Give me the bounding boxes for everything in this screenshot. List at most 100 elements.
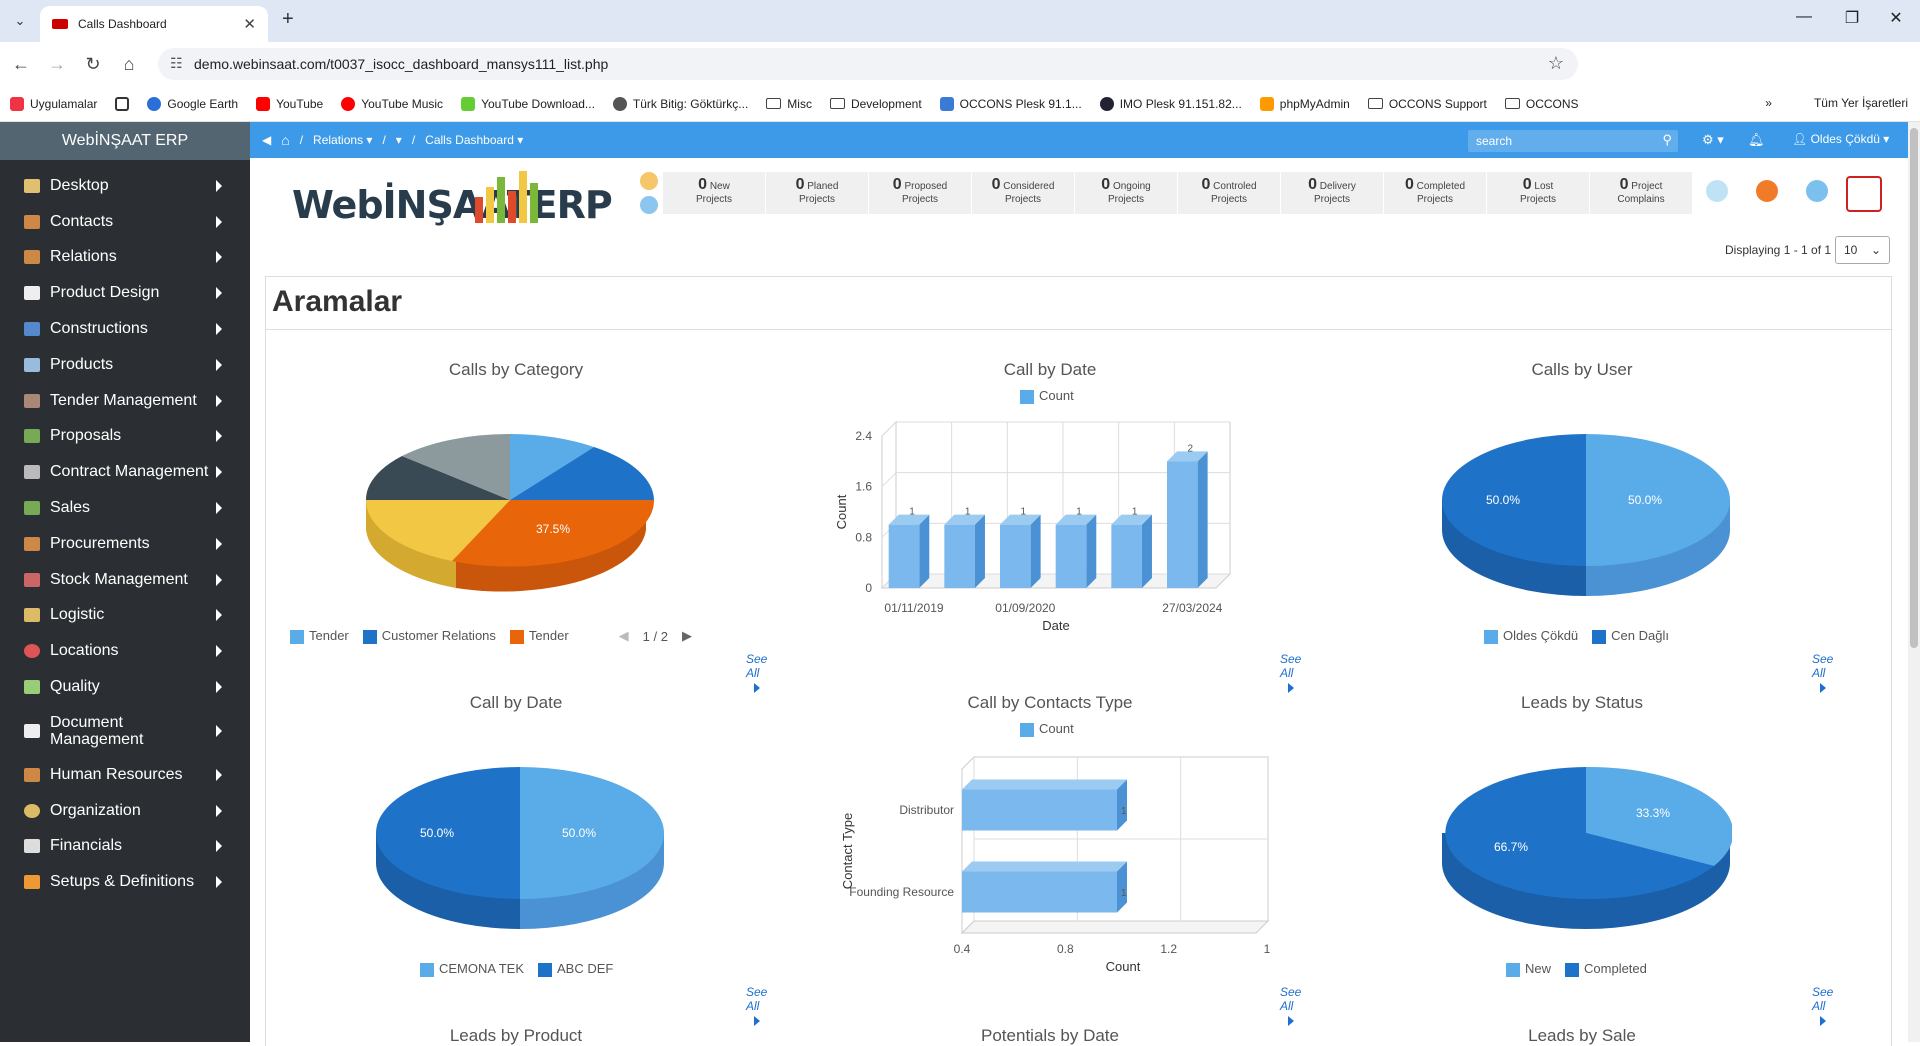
- sidebar-item-locations[interactable]: Locations: [0, 633, 250, 669]
- see-all-link[interactable]: See All: [1812, 985, 1833, 1027]
- legend-item[interactable]: Tender: [509, 628, 569, 644]
- site-info-icon[interactable]: ☷: [170, 55, 183, 71]
- bookmark-occons[interactable]: OCCONS: [1504, 97, 1579, 111]
- new-tab-icon[interactable]: +: [282, 8, 294, 30]
- see-all-link[interactable]: See All: [746, 985, 767, 1027]
- bar[interactable]: [962, 789, 1117, 831]
- search-input[interactable]: search ⚲: [1468, 130, 1678, 152]
- reload-icon[interactable]: ↻: [85, 53, 101, 74]
- bookmark-imo-plesk[interactable]: IMO Plesk 91.151.82...: [1099, 96, 1242, 111]
- legend-next-icon[interactable]: ▶: [681, 628, 692, 643]
- pie-slice[interactable]: [1442, 434, 1586, 566]
- bar[interactable]: [888, 524, 920, 588]
- legend-item[interactable]: Cen Dağlı: [1592, 628, 1669, 644]
- sidebar-item-constructions[interactable]: Constructions: [0, 311, 250, 347]
- breadcrumb-calls-dashboard[interactable]: Calls Dashboard ▾: [425, 133, 524, 147]
- bookmark-youtube[interactable]: YouTube: [256, 96, 323, 111]
- pie-slice[interactable]: [365, 500, 510, 561]
- more-chevron-icon[interactable]: »: [1765, 96, 1772, 110]
- search-icon[interactable]: ⚲: [1662, 132, 1672, 147]
- pie-slice[interactable]: [402, 433, 510, 500]
- legend-item[interactable]: CEMONA TEK: [420, 961, 524, 977]
- scrollbar-thumb[interactable]: [1910, 128, 1918, 648]
- bookmark-grid[interactable]: [115, 96, 130, 111]
- breadcrumb-relations[interactable]: Relations ▾: [313, 133, 373, 147]
- all-bookmarks[interactable]: » Tüm Yer İşaretleri: [1765, 96, 1908, 110]
- bookmark-turk-bitig[interactable]: Türk Bitig: Göktürkç...: [612, 96, 748, 111]
- bar[interactable]: [1111, 524, 1142, 588]
- bookmark-development[interactable]: Development: [829, 97, 922, 111]
- pie-slice[interactable]: [1445, 767, 1714, 899]
- sidebar-item-logistic[interactable]: Logistic: [0, 598, 250, 634]
- see-all-link[interactable]: See All: [1280, 985, 1301, 1027]
- sidebar-item-desktop[interactable]: Desktop: [0, 168, 250, 204]
- stat-controled-projects[interactable]: 0 Controled Projects: [1177, 172, 1280, 214]
- sidebar-item-financials[interactable]: Financials: [0, 829, 250, 865]
- gear-icon[interactable]: ⚙ ▾: [1702, 132, 1724, 147]
- browser-tab[interactable]: Calls Dashboard ✕: [40, 6, 268, 42]
- alert-icon[interactable]: [1756, 180, 1778, 202]
- legend-item[interactable]: Completed: [1565, 961, 1647, 977]
- sidebar-item-sales[interactable]: Sales: [0, 490, 250, 526]
- pie-slice[interactable]: [376, 767, 520, 899]
- legend-item[interactable]: Tender: [290, 628, 349, 644]
- page-size-select[interactable]: 10 ⌄: [1835, 236, 1890, 264]
- pie-slice[interactable]: [510, 447, 654, 500]
- close-tab-icon[interactable]: ✕: [243, 16, 256, 33]
- sidebar-item-quality[interactable]: Quality: [0, 669, 250, 705]
- sidebar-item-procurements[interactable]: Procurements: [0, 526, 250, 562]
- pie-slice[interactable]: [520, 767, 664, 899]
- legend-item[interactable]: ABC DEF: [538, 961, 613, 977]
- info-icon[interactable]: [640, 196, 658, 214]
- collapse-sidebar-icon[interactable]: ◀: [262, 133, 272, 147]
- sidebar-item-products[interactable]: Products: [0, 347, 250, 383]
- user-menu[interactable]: 👤︎ Oldes Çökdü ▾: [1792, 132, 1890, 146]
- bookmark-youtube-download[interactable]: YouTube Download...: [461, 96, 595, 111]
- page-scrollbar[interactable]: [1908, 122, 1920, 1042]
- home-icon[interactable]: ⌂: [123, 53, 135, 74]
- sidebar-item-tender-management[interactable]: Tender Management: [0, 383, 250, 419]
- sidebar-item-setups-definitions[interactable]: Setups & Definitions: [0, 864, 250, 900]
- restore-icon[interactable]: ❐: [1844, 10, 1860, 27]
- help-icon[interactable]: [1806, 180, 1828, 202]
- trend-icon[interactable]: [640, 172, 658, 190]
- sidebar-item-relations[interactable]: Relations: [0, 240, 250, 276]
- bar[interactable]: [1000, 524, 1031, 588]
- chart-legend[interactable]: Count: [1020, 388, 1074, 404]
- bell-icon[interactable]: 🔔︎: [1748, 132, 1765, 147]
- breadcrumb-dropdown[interactable]: ▾: [395, 133, 402, 147]
- see-all-link[interactable]: See All: [1280, 652, 1301, 694]
- minimize-icon[interactable]: —: [1796, 8, 1812, 25]
- tab-search-chevron-icon[interactable]: ⌄: [14, 13, 26, 28]
- bar[interactable]: [1055, 524, 1087, 588]
- stat-completed-projects[interactable]: 0 Completed Projects: [1383, 172, 1486, 214]
- legend-item[interactable]: Oldes Çökdü: [1484, 628, 1578, 644]
- bar[interactable]: [962, 871, 1117, 913]
- bar[interactable]: [944, 524, 975, 588]
- stat-delivery-projects[interactable]: 0 Delivery Projects: [1280, 172, 1383, 214]
- forward-icon[interactable]: →: [48, 53, 66, 74]
- bookmark-star-icon[interactable]: ☆: [1547, 53, 1564, 73]
- bar[interactable]: [1167, 461, 1198, 588]
- back-icon[interactable]: ←: [12, 53, 30, 74]
- pie-slice[interactable]: [1586, 766, 1732, 866]
- bookmark-misc[interactable]: Misc: [766, 97, 812, 111]
- pie-slice[interactable]: [365, 456, 510, 500]
- see-all-link[interactable]: See All: [1812, 652, 1833, 694]
- stat-proposed-projects[interactable]: 0 Proposed Projects: [868, 172, 971, 214]
- sidebar-item-contract-management[interactable]: Contract Management: [0, 454, 250, 490]
- url-field[interactable]: ☷ demo.webinsaat.com/t0037_isocc_dashboa…: [158, 48, 1578, 80]
- sidebar-item-contacts[interactable]: Contacts: [0, 204, 250, 240]
- bookmark-occons-plesk[interactable]: OCCONS Plesk 91.1...: [939, 96, 1082, 111]
- stat-considered-projects[interactable]: 0 Considered Projects: [971, 172, 1074, 214]
- sidebar-item-document-management[interactable]: Document Management: [0, 705, 250, 757]
- bookmark-google-earth[interactable]: Google Earth: [147, 96, 238, 111]
- sidebar-item-human-resources[interactable]: Human Resources: [0, 757, 250, 793]
- bookmark-youtube-music[interactable]: YouTube Music: [341, 96, 443, 111]
- stat-planed-projects[interactable]: 0 Planed Projects: [765, 172, 868, 214]
- legend-prev-icon[interactable]: ◀: [618, 628, 629, 643]
- sidebar-item-proposals[interactable]: Proposals: [0, 419, 250, 455]
- close-window-icon[interactable]: ✕: [1889, 10, 1903, 27]
- stat-project-complains[interactable]: 0 Project Complains: [1589, 172, 1692, 214]
- stat-ongoing-projects[interactable]: 0 Ongoing Projects: [1074, 172, 1177, 214]
